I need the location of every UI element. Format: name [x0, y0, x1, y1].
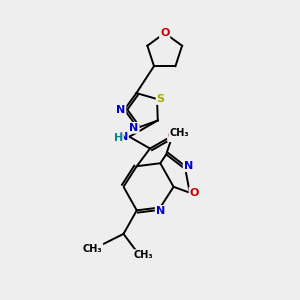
- Text: S: S: [157, 94, 165, 104]
- Text: N: N: [129, 123, 139, 133]
- Text: O: O: [160, 28, 169, 38]
- Text: H: H: [114, 133, 123, 143]
- Text: O: O: [168, 131, 177, 141]
- Text: CH₃: CH₃: [83, 244, 102, 254]
- Text: N: N: [156, 206, 165, 216]
- Text: N: N: [119, 132, 128, 142]
- Text: O: O: [190, 188, 199, 198]
- Text: N: N: [184, 161, 193, 171]
- Text: N: N: [116, 105, 125, 115]
- Text: CH₃: CH₃: [134, 250, 153, 260]
- Text: CH₃: CH₃: [169, 128, 189, 138]
